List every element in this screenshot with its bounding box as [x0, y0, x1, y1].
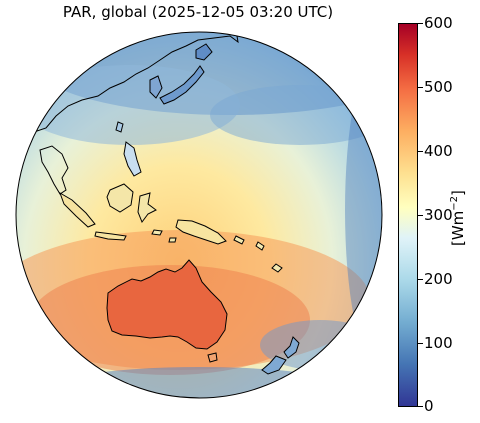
colorbar-tick-label: 400	[424, 142, 453, 160]
colorbar-tick-label: 0	[424, 397, 434, 415]
taiwan-outline	[115, 121, 124, 133]
colorbar-tick-label: 500	[424, 78, 453, 96]
colorbar-tick	[418, 343, 423, 344]
colorbar-tick-label: 300	[424, 206, 453, 224]
japan-outline	[159, 65, 205, 105]
globe-limb	[15, 31, 383, 399]
colorbar-tick	[418, 23, 423, 24]
borneo-outline	[106, 183, 134, 213]
timor-outline	[168, 237, 177, 243]
flores-outline	[151, 229, 163, 236]
sulawesi-outline	[137, 192, 157, 224]
sumatra-outline	[59, 191, 96, 228]
colorbar-unit-label: [Wm−2]	[449, 190, 467, 246]
philippines-outline	[123, 141, 142, 177]
indochina-coastline	[39, 145, 69, 195]
korea-outline	[149, 75, 163, 99]
colorbar-tick-label: 200	[424, 270, 453, 288]
low-par-east-limb	[345, 60, 382, 360]
asia-coastline	[19, 32, 250, 141]
map-title: PAR, global (2025-12-05 03:20 UTC)	[62, 3, 334, 21]
new-caledonia-outline	[271, 263, 283, 273]
colorbar-tick-label: 100	[424, 334, 453, 352]
colorbar-tick	[418, 406, 423, 407]
colorbar-tick	[418, 151, 423, 152]
colorbar-tick-label: 600	[424, 14, 453, 32]
colorbar-tick	[418, 215, 423, 216]
globe-map	[15, 31, 383, 399]
tasmania-outline	[207, 352, 218, 363]
new-zealand-north-outline	[283, 336, 300, 359]
new-zealand-south-outline	[261, 355, 287, 375]
vanuatu-outline	[255, 241, 265, 251]
java-outline	[94, 231, 127, 241]
solomon-islands-outline	[233, 235, 245, 245]
colorbar	[398, 23, 418, 407]
colorbar-tick	[418, 87, 423, 88]
hokkaido-outline	[195, 43, 213, 61]
low-par-south	[30, 367, 370, 398]
colorbar-tick	[418, 279, 423, 280]
australia-outline	[106, 259, 228, 350]
new-guinea-outline	[175, 219, 227, 245]
